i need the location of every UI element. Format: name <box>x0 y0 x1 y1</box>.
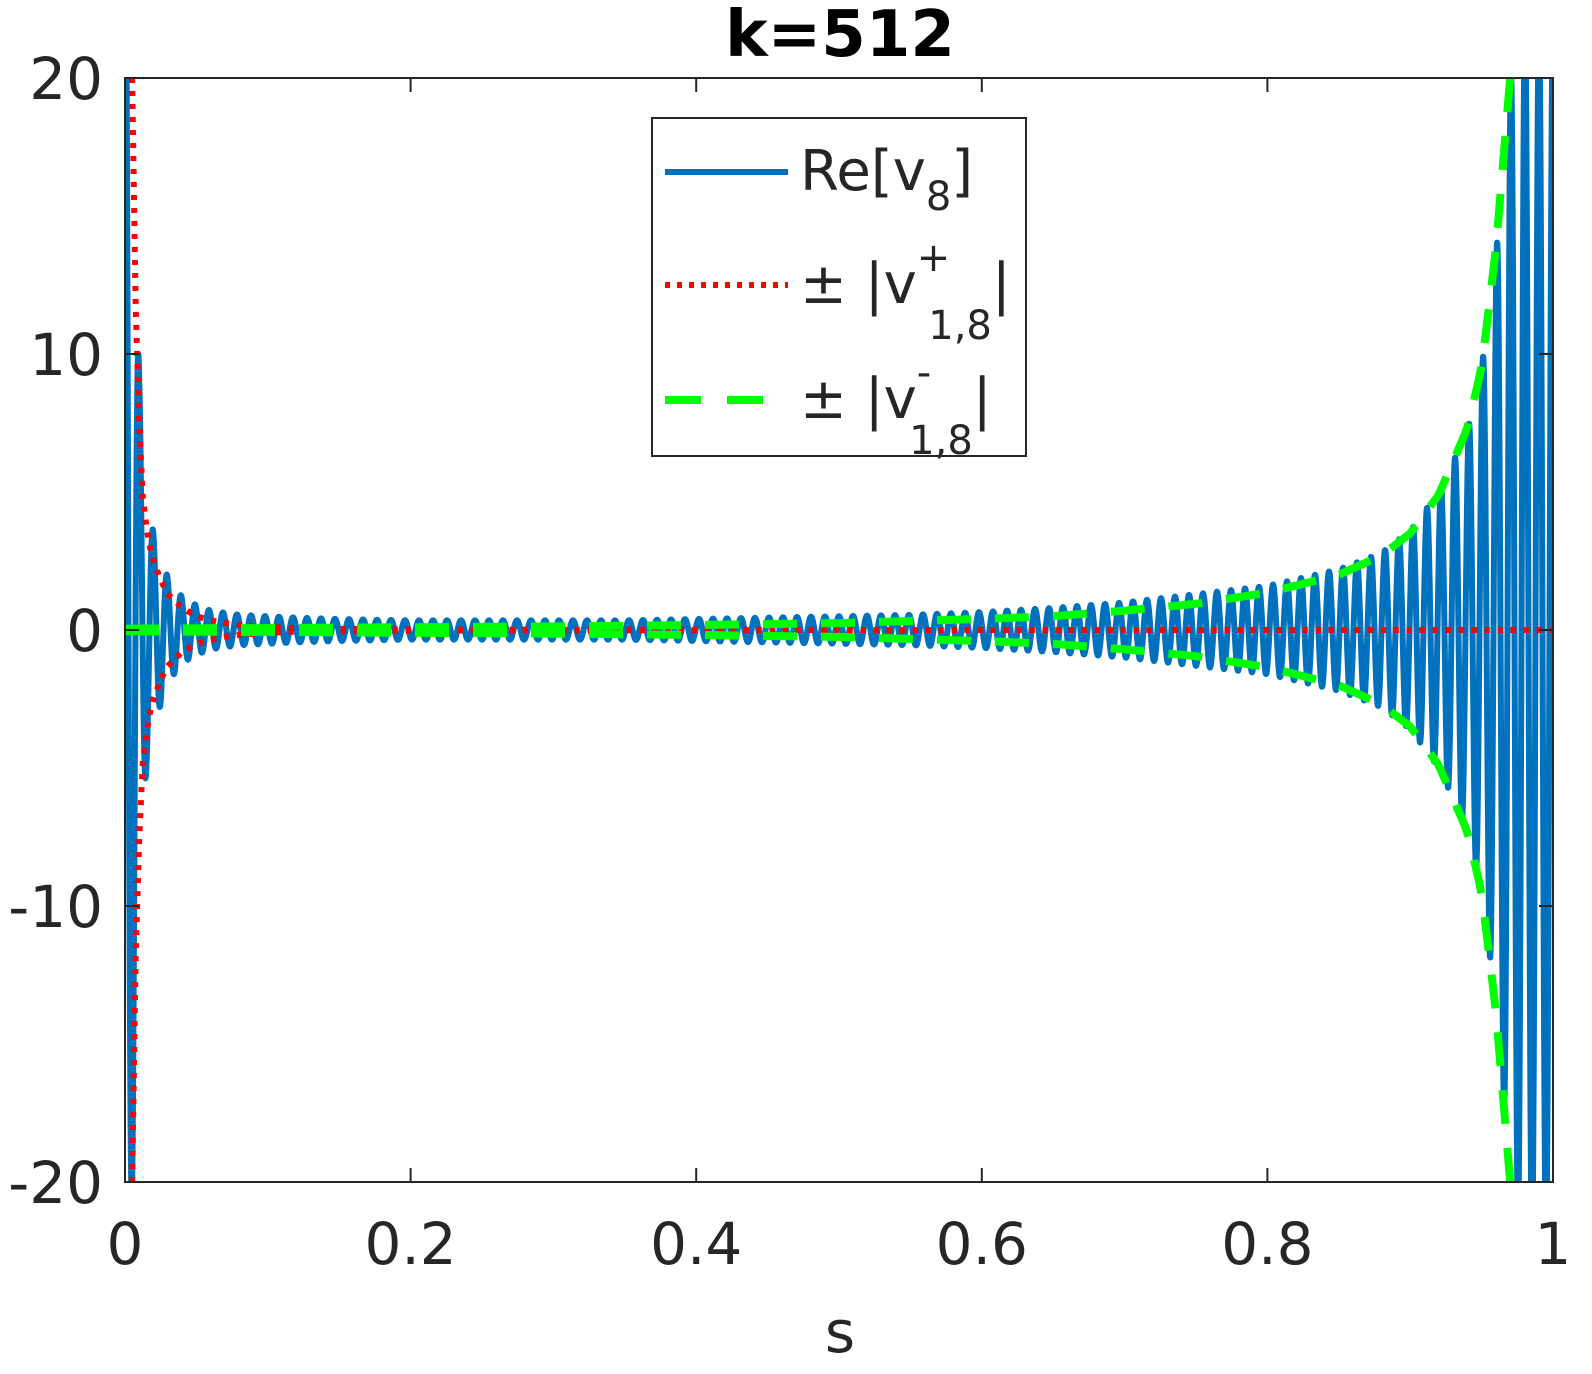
chart-title: k=512 <box>725 0 955 72</box>
x-tick-label: 0 <box>107 1210 144 1278</box>
x-axis-label: s <box>825 1298 855 1366</box>
legend-entry-label: ± |v-1,8| <box>800 350 992 464</box>
legend-entry-label: ± |v+ 1,8| <box>800 235 1011 349</box>
legend-entry-label: Re[v8] <box>800 139 973 220</box>
y-tick-label: -20 <box>8 1149 103 1217</box>
series-layer <box>125 78 1553 1182</box>
x-tick-label: 1 <box>1535 1210 1572 1278</box>
x-tick-label: 0.4 <box>650 1210 742 1278</box>
y-tick-label: 20 <box>29 45 103 113</box>
legend: Re[v8] ± |v+ 1,8|± |v-1,8| <box>651 117 1027 464</box>
series-re-v8-line <box>125 78 1553 1182</box>
y-tick-label: -10 <box>8 873 103 941</box>
y-tick-label: 0 <box>66 597 103 665</box>
x-tick-label: 0.8 <box>1221 1210 1313 1278</box>
y-tick-label: 10 <box>29 321 103 389</box>
ticks-layer: 0 0.2 0.4 0.6 0.8 1 -20 -10 0 10 20 <box>8 45 1571 1278</box>
x-tick-label: 0.2 <box>364 1210 456 1278</box>
x-tick-label: 0.6 <box>936 1210 1028 1278</box>
